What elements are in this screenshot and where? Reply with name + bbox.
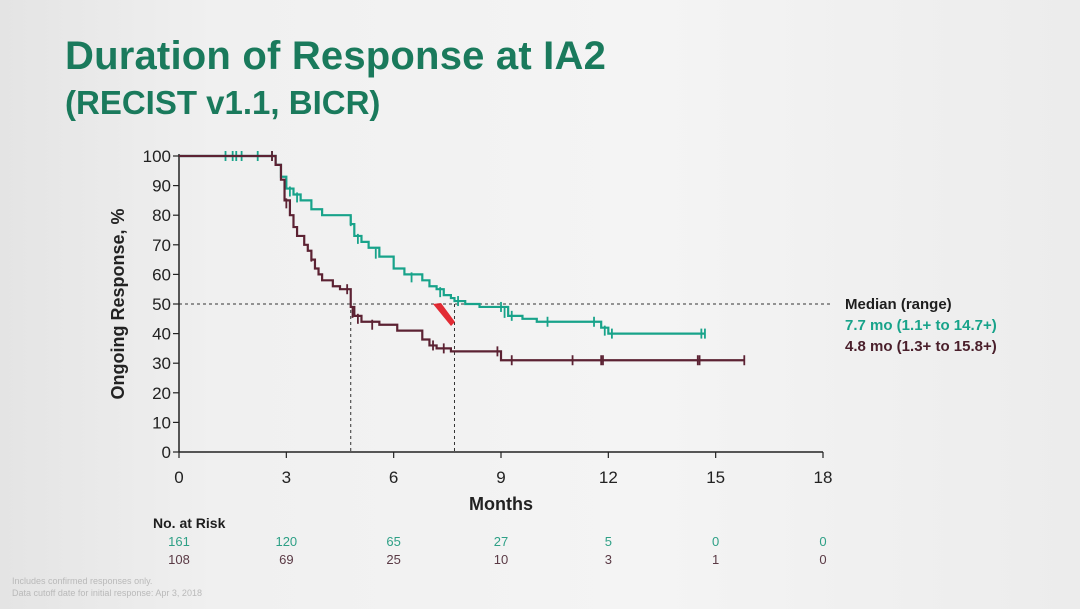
- y-tick-label: 100: [143, 147, 171, 166]
- x-tick-label: 0: [174, 468, 183, 487]
- risk-cell-series2: 0: [819, 552, 827, 567]
- x-tick-label: 6: [389, 468, 398, 487]
- x-tick-label: 9: [496, 468, 505, 487]
- footnote: Includes confirmed responses only. Data …: [12, 575, 202, 599]
- y-tick-label: 70: [152, 236, 171, 255]
- risk-cell-series2: 10: [493, 552, 509, 567]
- risk-cell-series1: 120: [275, 534, 298, 549]
- median-legend: Median (range) 7.7 mo (1.1+ to 14.7+) 4.…: [845, 294, 997, 357]
- risk-cell-series1: 5: [604, 534, 612, 549]
- x-tick-label: 18: [814, 468, 833, 487]
- risk-row-series1: 161 120 65 27 5 0 0: [0, 534, 1080, 552]
- risk-cell-series1: 0: [819, 534, 827, 549]
- footnote-line: Data cutoff date for initial response: A…: [12, 588, 202, 598]
- risk-cell-series1: 161: [168, 534, 190, 549]
- y-tick-label: 30: [152, 354, 171, 373]
- risk-cell-series2: 25: [386, 552, 401, 567]
- x-tick-label: 3: [282, 468, 291, 487]
- footnote-line: Includes confirmed responses only.: [12, 576, 153, 586]
- risk-cell-series2: 3: [604, 552, 612, 567]
- slide-subtitle: (RECIST v1.1, BICR): [65, 84, 381, 121]
- risk-cell-series2: 108: [168, 552, 190, 567]
- risk-cell-series2: 69: [279, 552, 294, 567]
- risk-cell-series1: 65: [386, 534, 401, 549]
- y-tick-label: 50: [152, 295, 171, 314]
- median-series2: 4.8 mo (1.3+ to 15.8+): [845, 338, 997, 355]
- risk-cell-series1: 0: [712, 534, 720, 549]
- km-curve-series2: [179, 154, 745, 362]
- y-tick-label: 80: [152, 206, 171, 225]
- y-axis-title: Ongoing Response, %: [108, 208, 128, 399]
- median-heading: Median (range): [845, 296, 952, 313]
- x-tick-label: 15: [706, 468, 725, 487]
- pointer-arrow-icon: [433, 303, 455, 326]
- y-tick-label: 10: [152, 413, 171, 432]
- median-series1: 7.7 mo (1.1+ to 14.7+): [845, 317, 997, 334]
- x-tick-label: 12: [599, 468, 618, 487]
- slide-title: Duration of Response at IA2: [65, 34, 607, 78]
- y-tick-label: 90: [152, 177, 171, 196]
- y-tick-label: 40: [152, 325, 171, 344]
- risk-row-series2: 108 69 25 10 3 1 0: [0, 552, 1080, 570]
- x-axis-title: Months: [469, 494, 533, 514]
- km-curve-series1: [179, 154, 705, 335]
- risk-cell-series2: 1: [712, 552, 720, 567]
- y-tick-label: 20: [152, 384, 171, 403]
- y-tick-label: 0: [162, 443, 171, 462]
- y-tick-label: 60: [152, 265, 171, 284]
- risk-cell-series1: 27: [493, 534, 509, 549]
- risk-table-title: No. at Risk: [153, 515, 226, 531]
